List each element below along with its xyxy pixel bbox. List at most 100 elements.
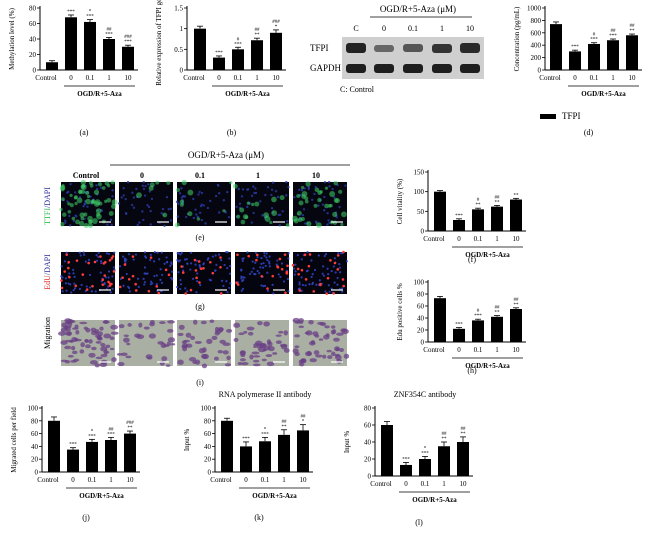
micrograph-col-1: 1	[256, 171, 260, 180]
micrograph-tile	[60, 251, 116, 294]
significance-mark: ***	[107, 432, 115, 437]
significance-mark: ##	[461, 427, 467, 432]
bar	[510, 199, 522, 231]
x-tick-label: 10	[460, 480, 468, 488]
bar	[103, 39, 115, 70]
y-tick-label: 60	[29, 20, 37, 28]
y-tick-label: 1000	[527, 5, 542, 13]
micrograph-tile	[176, 250, 232, 295]
x-tick-label: Control	[35, 74, 56, 82]
x-tick-label: 0.1	[474, 346, 483, 354]
x-tick-label: Control	[423, 235, 444, 243]
significance-mark: #	[477, 309, 480, 314]
stain-tfpi: TTFI	[43, 208, 52, 225]
significance-mark: **	[514, 193, 520, 198]
x-tick-label: 0	[573, 74, 577, 82]
bar	[510, 309, 522, 342]
significance-mark: ###	[126, 421, 134, 426]
legend-label: TFPI	[562, 111, 581, 121]
y-axis-label: Migrated cells per field	[10, 407, 18, 473]
bar	[194, 28, 206, 71]
micrograph-tile	[59, 179, 118, 229]
significance-mark: ##	[611, 29, 617, 34]
significance-mark: ***	[242, 437, 250, 442]
significance-mark: ***	[590, 38, 598, 43]
x-tick-label: 10	[513, 235, 521, 243]
bar	[232, 49, 244, 70]
micrograph-tile	[177, 319, 233, 369]
y-tick-label: 60	[364, 422, 372, 430]
significance-mark: ###	[124, 35, 132, 40]
significance-mark: ***	[261, 432, 269, 437]
tfpi-bands	[346, 43, 480, 53]
bar	[84, 21, 96, 70]
blot-lane-1: 1	[440, 24, 444, 33]
micrograph-header: OGD/R+5-Aza (μM)	[188, 150, 264, 160]
micrograph-tile	[292, 317, 350, 367]
blot-band	[403, 64, 423, 73]
y-tick-label: 40	[417, 315, 425, 323]
legend-swatch	[540, 114, 556, 119]
x-tick-label: 10	[273, 74, 281, 82]
blot-row-tfpi: TFPI	[310, 43, 329, 53]
significance-mark: ***	[67, 10, 75, 15]
micrograph-tile	[118, 251, 174, 295]
x-tick-label: 10	[513, 346, 521, 354]
x-tick-label: Control	[423, 346, 444, 354]
significance-mark: **	[442, 437, 448, 442]
y-axis-label: Cell vitality (%)	[396, 178, 404, 224]
significance-mark: ###	[272, 20, 280, 25]
significance-mark: ##	[107, 27, 113, 32]
x-tick-label: 0.1	[261, 476, 270, 484]
significance-mark: ***	[421, 451, 429, 456]
y-tick-label: 60	[204, 430, 212, 438]
blot-header: OGD/R+5-Aza (μM)	[380, 4, 456, 14]
x-tick-label: 0.1	[590, 74, 599, 82]
significance-mark: **	[495, 200, 501, 205]
y-tick-label: 100	[201, 405, 212, 413]
panel-label: (j)	[82, 513, 90, 522]
x-tick-label: 0	[69, 74, 73, 82]
significance-mark: ***	[455, 214, 463, 219]
stain-edu: EdU	[43, 275, 52, 290]
significance-mark: **	[461, 432, 467, 437]
x-tick-label: 1	[442, 480, 446, 488]
bar	[491, 316, 503, 342]
micrograph-tile	[233, 320, 290, 367]
x-tick-label: 0	[244, 476, 248, 484]
y-tick-label: 40	[31, 443, 39, 451]
panel-label: (l)	[415, 518, 423, 527]
x-tick-label: Control	[370, 480, 391, 488]
blot-lane-10: 10	[466, 24, 474, 33]
y-tick-label: 0	[208, 469, 212, 477]
bar	[626, 35, 638, 70]
y-tick-label: 20	[364, 456, 372, 464]
significance-mark: *	[89, 10, 92, 15]
x-tick-label: 0	[404, 480, 408, 488]
y-tick-label: 0	[538, 67, 542, 75]
y-axis-label: Methylation level (%)	[8, 7, 16, 69]
micrograph-grid: OGD/R+5-Aza (μM) Control 0 0.1 1 10 TTFI…	[43, 150, 350, 387]
y-tick-label: 0	[421, 339, 425, 347]
blot-band	[374, 45, 394, 52]
significance-mark: *	[302, 420, 305, 425]
y-axis-label: Relative expression of TFPI gene	[155, 0, 163, 86]
counter-dapi: /DAPI	[43, 254, 52, 275]
y-tick-label: 0	[421, 228, 425, 236]
significance-mark: **	[282, 425, 288, 430]
bar	[434, 191, 446, 231]
y-tick-label: 40	[29, 36, 37, 44]
micrograph-col-control: Control	[73, 171, 100, 180]
y-tick-label: 20	[31, 456, 39, 464]
significance-mark: ***	[124, 40, 132, 45]
x-tick-label: 1	[107, 74, 111, 82]
bar	[221, 420, 233, 472]
chart-title: ZNF354C antibody	[394, 390, 456, 399]
significance-mark: ##	[514, 298, 520, 303]
significance-mark: **	[476, 203, 482, 208]
significance-mark: ##	[630, 24, 636, 29]
x-tick-label: 0	[217, 74, 221, 82]
significance-mark: ##	[495, 195, 501, 200]
x-tick-label: 10	[300, 476, 308, 484]
